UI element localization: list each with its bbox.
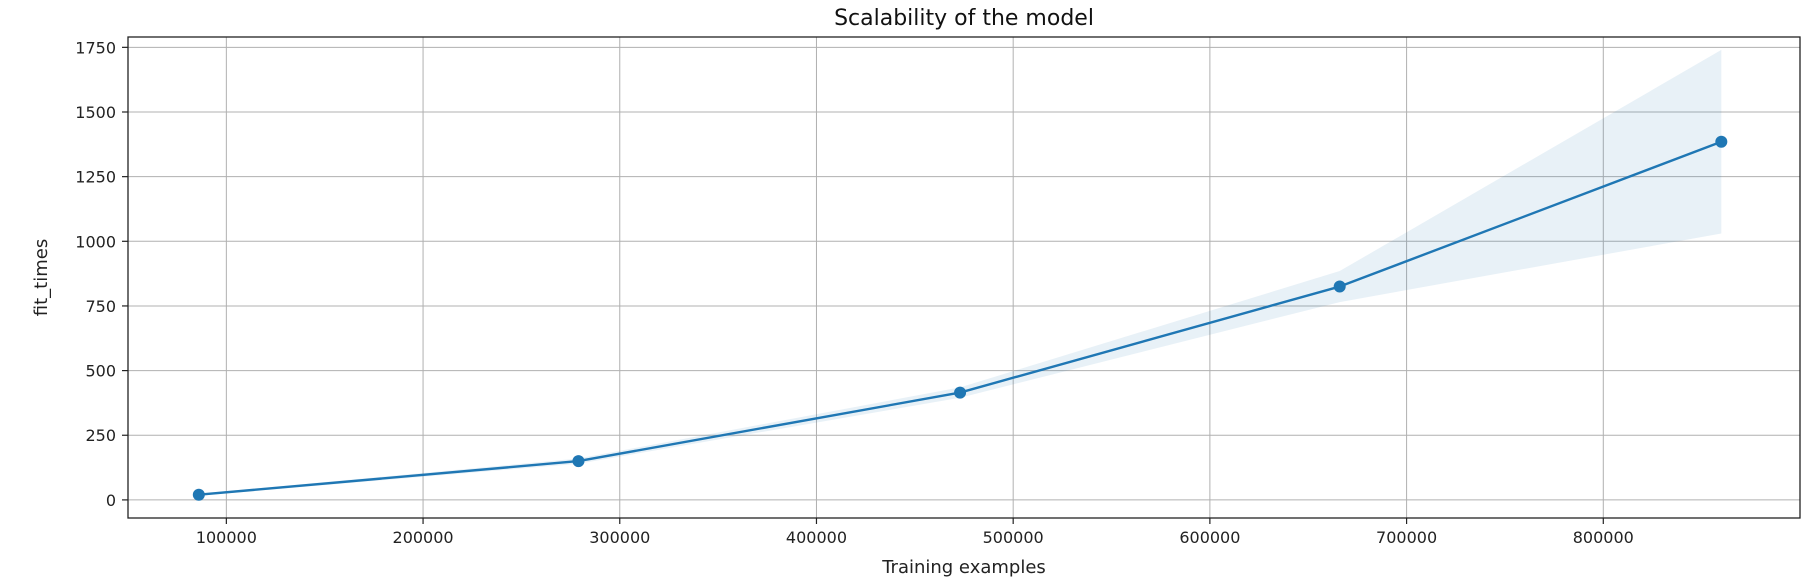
x-tick-label: 600000 <box>1179 528 1240 547</box>
data-point <box>572 455 585 468</box>
y-tick-label: 1750 <box>75 38 116 57</box>
y-ticks: 0 250 500 750 1000 1250 1500 1750 <box>75 38 128 510</box>
x-tick-label: 400000 <box>786 528 847 547</box>
x-axis-label: Training examples <box>881 557 1046 578</box>
y-tick-label: 1000 <box>75 232 116 251</box>
y-tick-label: 500 <box>85 362 116 381</box>
grid-lines <box>128 37 1800 518</box>
confidence-band <box>198 49 1722 496</box>
data-point <box>192 488 205 501</box>
x-tick-label: 800000 <box>1573 528 1634 547</box>
y-tick-label: 1500 <box>75 103 116 122</box>
x-ticks: 100000 200000 300000 400000 500000 600000 7000… <box>196 518 1634 547</box>
x-tick-label: 100000 <box>196 528 257 547</box>
y-tick-label: 250 <box>85 426 116 445</box>
data-point <box>1333 280 1346 293</box>
y-tick-label: 750 <box>85 297 116 316</box>
y-tick-label: 1250 <box>75 168 116 187</box>
plot-frame <box>127 36 1801 519</box>
data-point <box>1715 135 1728 148</box>
confidence-bands <box>198 49 1722 496</box>
x-tick-label: 500000 <box>983 528 1044 547</box>
data-point <box>954 386 967 399</box>
series-markers <box>192 135 1728 501</box>
x-tick-label: 300000 <box>589 528 650 547</box>
chart-title: Scalability of the model <box>834 6 1094 31</box>
x-tick-label: 700000 <box>1376 528 1437 547</box>
y-axis-label: fit_times <box>31 239 52 316</box>
x-tick-label: 200000 <box>393 528 454 547</box>
y-tick-label: 0 <box>106 491 116 510</box>
